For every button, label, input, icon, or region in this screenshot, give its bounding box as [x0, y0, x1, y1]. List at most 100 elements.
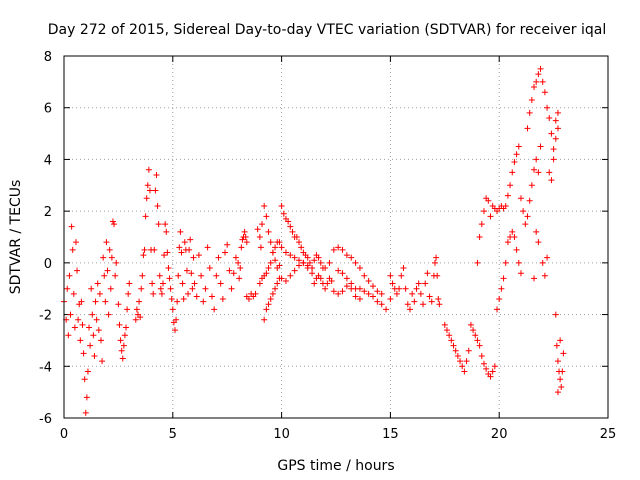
- data-point: [141, 246, 148, 253]
- data-point: [177, 228, 184, 235]
- data-point: [378, 301, 385, 308]
- data-point: [143, 195, 150, 202]
- data-point: [291, 267, 298, 274]
- data-point: [517, 270, 524, 277]
- data-point: [450, 342, 457, 349]
- data-point: [68, 223, 75, 230]
- data-point: [552, 117, 559, 124]
- x-tick-label: 10: [273, 427, 290, 442]
- data-point: [71, 324, 78, 331]
- data-point: [179, 280, 186, 287]
- data-point: [411, 298, 418, 305]
- data-point: [88, 285, 95, 292]
- data-point: [476, 234, 483, 240]
- data-point: [361, 272, 368, 279]
- data-point: [554, 358, 561, 365]
- data-point: [304, 254, 311, 261]
- y-tick-label: 0: [44, 257, 52, 272]
- data-point: [296, 239, 303, 246]
- data-point: [245, 296, 252, 303]
- data-point: [155, 221, 162, 228]
- data-point: [465, 347, 472, 354]
- data-points: [61, 65, 567, 416]
- data-point: [238, 244, 245, 251]
- data-point: [91, 352, 98, 359]
- data-point: [335, 267, 342, 274]
- data-point: [531, 84, 538, 91]
- x-axis-label: GPS time / hours: [277, 458, 394, 474]
- data-point: [67, 311, 74, 318]
- data-point: [156, 272, 163, 279]
- data-point: [454, 352, 461, 359]
- data-point: [472, 332, 479, 339]
- data-point: [202, 285, 209, 292]
- data-point: [111, 221, 118, 228]
- data-point: [261, 316, 268, 323]
- data-point: [149, 280, 156, 287]
- data-point: [356, 285, 363, 292]
- data-point: [92, 298, 99, 305]
- data-point: [500, 275, 507, 282]
- data-point: [66, 272, 73, 279]
- data-point: [282, 249, 289, 256]
- data-point: [324, 280, 331, 287]
- y-tick-label: -2: [39, 309, 52, 324]
- data-point: [296, 262, 303, 269]
- data-point: [441, 321, 448, 328]
- data-point: [483, 365, 490, 372]
- data-point: [422, 280, 429, 287]
- data-point: [448, 337, 455, 344]
- data-point: [265, 301, 272, 308]
- data-point: [267, 259, 274, 266]
- y-tick-label: 4: [44, 153, 52, 168]
- data-point: [80, 350, 87, 357]
- data-point: [261, 202, 268, 209]
- data-point: [164, 249, 171, 256]
- data-point: [524, 125, 531, 132]
- data-point: [171, 327, 178, 334]
- data-point: [478, 352, 485, 359]
- data-point: [276, 262, 283, 269]
- data-point: [139, 272, 146, 279]
- data-point: [269, 249, 276, 256]
- data-point: [554, 125, 561, 132]
- data-point: [81, 376, 88, 383]
- data-point: [480, 208, 487, 215]
- data-point: [528, 182, 535, 189]
- data-point: [200, 298, 207, 305]
- data-point: [330, 288, 337, 295]
- data-point: [217, 280, 224, 287]
- data-point: [387, 296, 394, 303]
- data-point: [198, 272, 205, 279]
- data-point: [291, 254, 298, 261]
- data-point: [478, 221, 485, 228]
- data-point: [206, 265, 213, 272]
- data-point: [515, 259, 522, 266]
- data-point: [330, 246, 337, 253]
- data-point: [393, 290, 400, 297]
- data-point: [102, 298, 109, 305]
- data-point: [550, 146, 557, 153]
- data-point: [446, 332, 453, 339]
- data-point: [263, 306, 270, 313]
- data-point: [230, 270, 237, 277]
- data-point: [485, 197, 492, 204]
- data-point: [557, 376, 564, 383]
- data-point: [560, 350, 567, 357]
- data-point: [544, 254, 551, 261]
- data-point: [183, 267, 190, 274]
- data-point: [365, 277, 372, 284]
- data-point: [103, 239, 110, 246]
- data-point: [208, 293, 215, 300]
- x-tick-label: 20: [491, 427, 508, 442]
- data-point: [151, 246, 158, 253]
- data-point: [267, 296, 274, 303]
- data-point: [511, 234, 518, 240]
- data-point: [144, 182, 151, 189]
- data-point: [117, 337, 124, 344]
- data-point: [452, 347, 459, 354]
- x-tick-label: 15: [382, 427, 399, 442]
- data-point: [356, 265, 363, 272]
- data-point: [348, 280, 355, 287]
- data-point: [339, 270, 346, 277]
